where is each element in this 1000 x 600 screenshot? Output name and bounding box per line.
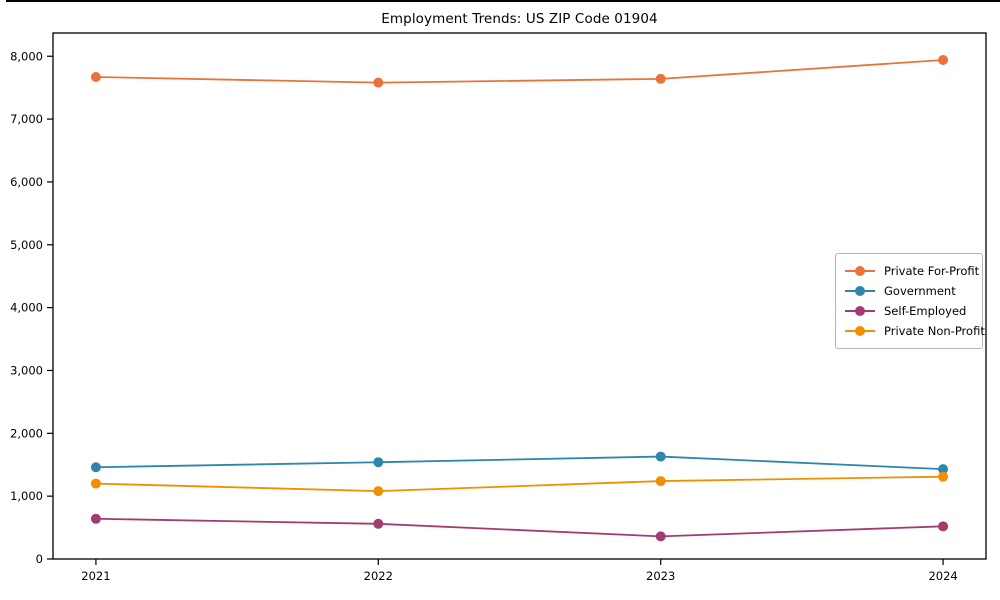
data-point-self-employed [655,531,666,542]
data-point-private-non-profit [938,471,949,482]
legend-item-government: Government [844,281,974,301]
data-point-self-employed [90,513,101,524]
data-point-private-for-profit [655,73,666,84]
y-tick-label: 5,000 [10,238,43,252]
legend-label: Government [884,284,956,298]
legend-item-private-for-profit: Private For-Profit [844,261,979,281]
x-tick-label: 2022 [364,569,393,583]
data-point-private-for-profit [373,77,384,88]
data-point-private-non-profit [655,476,666,487]
y-tick-label: 4,000 [10,301,43,315]
chart-legend: Private For-Profit Government Self-Employe… [835,253,985,349]
data-point-government [655,451,666,462]
data-point-private-non-profit [373,486,384,497]
top-border-line [6,0,1000,2]
series-line-private-non-profit [95,475,944,493]
data-point-private-non-profit [90,478,101,489]
chart-title: Employment Trends: US ZIP Code 01904 [381,11,658,27]
series-line-self-employed [95,517,944,538]
y-tick-label: 0 [36,552,43,566]
y-tick-label: 2,000 [10,426,43,440]
y-tick-label: 8,000 [10,49,43,63]
data-point-self-employed [373,518,384,529]
legend-marker-self-employed [845,306,875,316]
data-point-government [90,462,101,473]
data-point-government [938,464,949,475]
legend-marker-private-non-profit [845,326,875,336]
axes-frame [52,32,987,560]
data-point-self-employed [938,521,949,532]
legend-label: Private For-Profit [884,264,980,278]
data-point-private-for-profit [90,71,101,82]
series-line-private-for-profit [95,59,944,84]
x-tick-label: 2021 [81,569,110,583]
data-point-government [373,457,384,468]
data-point-private-for-profit [938,55,949,66]
y-tick-label: 7,000 [10,112,43,126]
legend-marker-private-for-profit [845,266,875,276]
y-tick-label: 1,000 [10,489,43,503]
x-tick-label: 2023 [646,569,675,583]
legend-item-private-non-profit: Private Non-Profit [844,321,985,341]
legend-marker-government [845,286,875,296]
legend-label: Private Non-Profit [884,324,985,338]
y-tick-label: 6,000 [10,175,43,189]
y-tick-label: 3,000 [10,363,43,377]
legend-item-self-employed: Self-Employed [844,301,974,321]
series-line-government [95,455,944,471]
legend-label: Self-Employed [884,304,967,318]
x-tick-label: 2024 [928,569,957,583]
